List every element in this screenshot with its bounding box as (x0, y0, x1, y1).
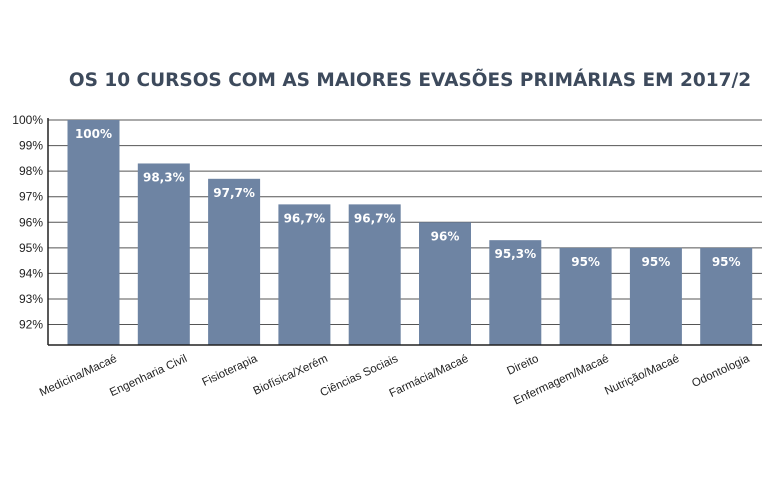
y-tick-label: 98% (19, 164, 43, 178)
bar (489, 240, 542, 345)
x-tick-label: Biofísica/Xerém (252, 353, 330, 398)
y-axis-tick-labels: 92% 93% 94% 95% 96% 97% 98% 99% 100% (12, 113, 43, 332)
data-labels: 100% 98,3% 97,7% 96,7% 96,7% 96% 95,3% 95% 95% 95… (75, 127, 741, 269)
bar (208, 178, 261, 345)
data-label: 95,3% (494, 247, 536, 261)
x-tick-label: Fisioterapia (200, 353, 259, 389)
bars (67, 120, 753, 345)
data-label: 95% (712, 255, 741, 269)
chart-title: OS 10 CURSOS COM AS MAIORES EVASÕES PRIM… (69, 68, 751, 91)
x-tick-label: Medicina/Macaé (38, 353, 119, 399)
bar (278, 204, 331, 345)
y-tick-label: 96% (19, 215, 43, 229)
bar (137, 163, 190, 345)
x-tick-label: Direito (505, 353, 540, 378)
y-tick-label: 93% (19, 292, 43, 306)
x-tick-label: Nutrição/Macaé (603, 353, 681, 398)
bar (419, 222, 471, 345)
bar (67, 120, 120, 345)
x-tick-label: Farmácia/Macaé (388, 353, 471, 400)
y-tick-label: 100% (12, 113, 43, 127)
data-label: 97,7% (213, 186, 255, 200)
data-label: 98,3% (143, 170, 185, 184)
y-tick-label: 94% (19, 266, 43, 280)
y-tick-label: 97% (19, 190, 43, 204)
y-tick-label: 92% (19, 318, 43, 332)
x-tick-label: Engenharia Civil (108, 353, 189, 399)
data-label: 100% (75, 127, 112, 141)
y-tick-label: 99% (19, 139, 43, 153)
bar (700, 247, 753, 345)
data-label: 95% (571, 255, 600, 269)
data-label: 95% (642, 255, 671, 269)
x-tick-label: Ciências Sociais (318, 353, 400, 400)
y-tick-label: 95% (19, 241, 43, 255)
bar (559, 247, 612, 345)
data-label: 96,7% (354, 211, 396, 225)
bar (348, 204, 401, 345)
data-label: 96% (431, 229, 460, 243)
x-tick-label: Odontologia (690, 353, 752, 390)
data-label: 96,7% (284, 211, 326, 225)
bar (629, 247, 682, 345)
